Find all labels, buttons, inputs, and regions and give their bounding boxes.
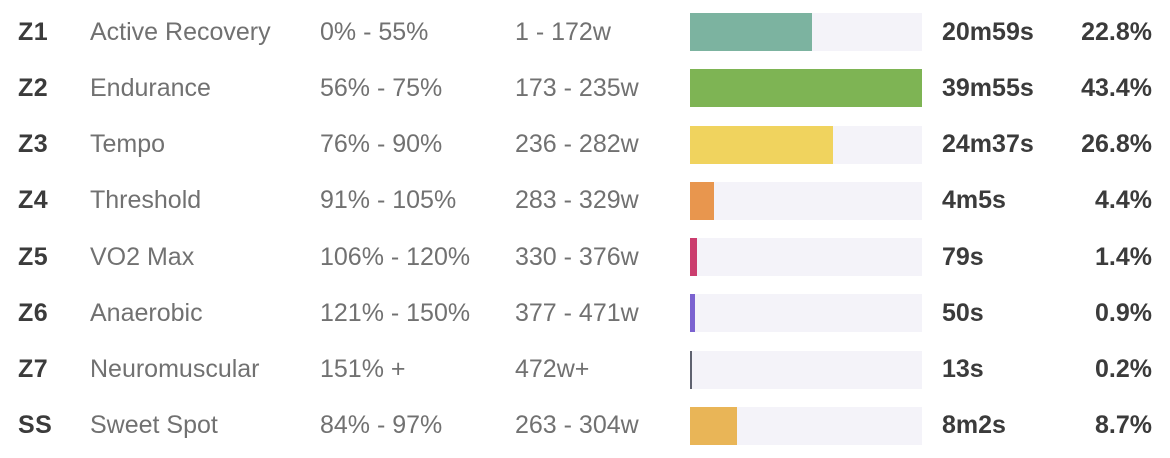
zone-row: SS Sweet Spot 84% - 97% 263 - 304w 8m2s …	[0, 398, 1170, 454]
time-in-zone-bar-track	[690, 350, 922, 389]
zone-code: Z4	[18, 186, 49, 215]
time-in-zone-value: 79s	[942, 242, 984, 271]
zone-row: Z4 Threshold 91% - 105% 283 - 329w 4m5s …	[0, 173, 1170, 229]
time-in-zone-bar-fill	[690, 181, 714, 220]
time-in-zone-bar-fill	[690, 238, 698, 277]
percent-of-total-value: 8.7%	[1095, 411, 1152, 440]
zone-name: Tempo	[90, 130, 166, 159]
time-in-zone-bar-track	[690, 125, 922, 164]
zone-code: Z1	[18, 17, 49, 46]
percent-of-total-value: 43.4%	[1081, 73, 1152, 102]
time-in-zone-value: 4m5s	[942, 186, 1006, 215]
zone-code: Z7	[18, 355, 49, 384]
zone-code: SS	[18, 411, 53, 440]
time-in-zone-value: 13s	[942, 355, 984, 384]
time-in-zone-value: 20m59s	[942, 17, 1034, 46]
time-in-zone-bar-track	[690, 69, 922, 108]
time-in-zone-bar-fill	[690, 406, 737, 445]
time-in-zone-bar-fill	[690, 13, 812, 52]
zone-watt-range: 330 - 376w	[515, 242, 639, 271]
zone-row: Z1 Active Recovery 0% - 55% 1 - 172w 20m…	[0, 4, 1170, 60]
zone-watt-range: 173 - 235w	[515, 73, 639, 102]
percent-of-total-value: 22.8%	[1081, 17, 1152, 46]
percent-of-total-value: 0.2%	[1095, 355, 1152, 384]
zone-row: Z6 Anaerobic 121% - 150% 377 - 471w 50s …	[0, 285, 1170, 341]
time-in-zone-value: 8m2s	[942, 411, 1006, 440]
percent-of-total-value: 0.9%	[1095, 298, 1152, 327]
time-in-zone-bar-fill	[690, 350, 692, 389]
zone-name: Neuromuscular	[90, 355, 260, 384]
time-in-zone-bar-fill	[690, 125, 834, 164]
zone-name: VO2 Max	[90, 242, 195, 271]
zone-watt-range: 263 - 304w	[515, 411, 639, 440]
time-in-zone-value: 50s	[942, 298, 984, 327]
time-in-zone-bar-fill	[690, 294, 695, 333]
zone-name: Anaerobic	[90, 298, 203, 327]
zone-percent-range: 0% - 55%	[320, 17, 429, 46]
zone-name: Active Recovery	[90, 17, 271, 46]
time-in-zone-bar-track	[690, 406, 922, 445]
zone-watt-range: 1 - 172w	[515, 17, 611, 46]
zone-row: Z2 Endurance 56% - 75% 173 - 235w 39m55s…	[0, 60, 1170, 116]
zone-name: Sweet Spot	[90, 411, 218, 440]
zone-code: Z3	[18, 130, 49, 159]
time-in-zone-bar-track	[690, 238, 922, 277]
zone-code: Z2	[18, 73, 49, 102]
zone-row: Z7 Neuromuscular 151% + 472w+ 13s 0.2%	[0, 342, 1170, 398]
zone-row: Z3 Tempo 76% - 90% 236 - 282w 24m37s 26.…	[0, 117, 1170, 173]
zone-code: Z5	[18, 242, 49, 271]
zone-watt-range: 236 - 282w	[515, 130, 639, 159]
zone-name: Threshold	[90, 186, 202, 215]
percent-of-total-value: 1.4%	[1095, 242, 1152, 271]
zone-percent-range: 106% - 120%	[320, 242, 471, 271]
zone-name: Endurance	[90, 73, 211, 102]
zone-watt-range: 472w+	[515, 355, 590, 384]
zone-percent-range: 56% - 75%	[320, 73, 443, 102]
zone-code: Z6	[18, 298, 49, 327]
zone-percent-range: 84% - 97%	[320, 411, 443, 440]
time-in-zone-bar-track	[690, 13, 922, 52]
zone-watt-range: 377 - 471w	[515, 298, 639, 327]
time-in-zone-bar-track	[690, 181, 922, 220]
zone-watt-range: 283 - 329w	[515, 186, 639, 215]
zone-percent-range: 151% +	[320, 355, 406, 384]
percent-of-total-value: 4.4%	[1095, 186, 1152, 215]
zone-percent-range: 121% - 150%	[320, 298, 471, 327]
zone-percent-range: 91% - 105%	[320, 186, 457, 215]
time-in-zone-bar-track	[690, 294, 922, 333]
time-in-zone-value: 39m55s	[942, 73, 1034, 102]
time-in-zone-value: 24m37s	[942, 130, 1034, 159]
time-in-zone-bar-fill	[690, 69, 922, 108]
zone-percent-range: 76% - 90%	[320, 130, 443, 159]
zone-row: Z5 VO2 Max 106% - 120% 330 - 376w 79s 1.…	[0, 229, 1170, 285]
percent-of-total-value: 26.8%	[1081, 130, 1152, 159]
